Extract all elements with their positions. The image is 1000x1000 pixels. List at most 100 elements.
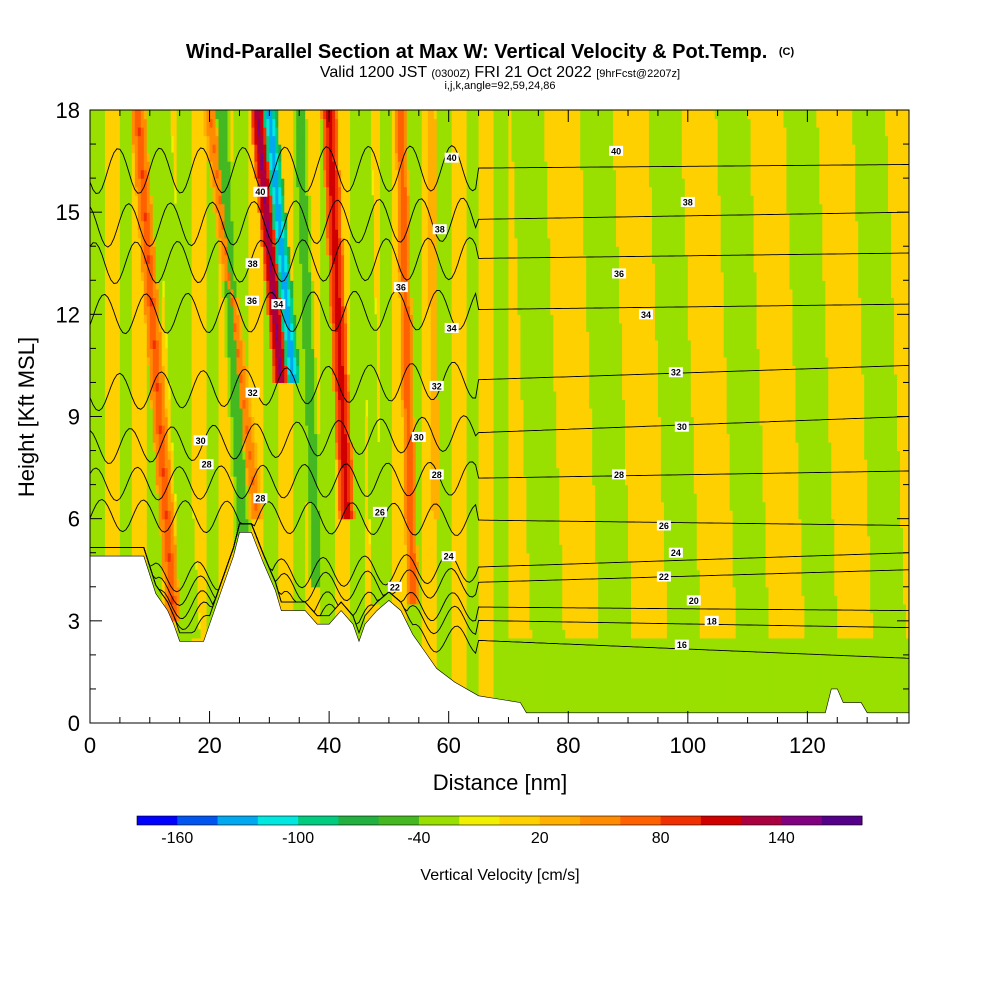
velocity-cell — [230, 433, 235, 443]
velocity-cell — [221, 535, 226, 545]
velocity-cell — [281, 425, 285, 435]
velocity-cell — [215, 356, 220, 367]
velocity-cell — [278, 314, 282, 324]
velocity-cell — [119, 110, 124, 120]
velocity-cell — [254, 365, 258, 375]
velocity-cell — [125, 305, 130, 315]
velocity-cell — [125, 382, 130, 392]
velocity-cell — [185, 527, 190, 537]
velocity-cell — [203, 246, 208, 256]
velocity-cell — [182, 620, 187, 630]
velocity-cell — [209, 501, 214, 511]
velocity-cell — [236, 467, 241, 477]
velocity-cell — [158, 212, 163, 222]
velocity-cell — [158, 552, 163, 562]
velocity-cell — [134, 356, 139, 367]
velocity-cell — [215, 263, 220, 273]
velocity-cell — [236, 331, 241, 341]
velocity-cell — [90, 476, 94, 486]
velocity-cell — [191, 552, 196, 562]
velocity-cell — [191, 561, 196, 571]
velocity-cell — [230, 390, 235, 401]
velocity-cell — [221, 246, 226, 256]
velocity-cell — [116, 161, 121, 171]
velocity-cell — [167, 254, 172, 264]
velocity-cell — [221, 561, 226, 571]
velocity-cell — [200, 527, 205, 537]
velocity-cell — [188, 152, 193, 162]
velocity-cell — [287, 348, 291, 358]
velocity-cell — [176, 271, 181, 281]
velocity-cell — [251, 450, 255, 460]
velocity-cell — [212, 578, 217, 588]
velocity-cell — [215, 407, 220, 418]
velocity-cell — [278, 544, 282, 554]
velocity-cell — [212, 110, 217, 120]
velocity-cell — [221, 178, 226, 188]
velocity-cell — [170, 510, 175, 520]
velocity-cell — [95, 152, 100, 162]
velocity-cell — [179, 629, 184, 639]
velocity-cell — [260, 127, 264, 137]
velocity-cell — [242, 501, 247, 511]
velocity-cell — [143, 373, 148, 384]
velocity-cell — [101, 305, 106, 315]
velocity-cell — [152, 271, 157, 281]
velocity-cell — [152, 484, 157, 494]
velocity-cell — [122, 169, 127, 179]
velocity-cell — [272, 178, 276, 188]
velocity-cell — [242, 254, 247, 264]
velocity-cell — [218, 297, 223, 307]
velocity-cell — [92, 237, 97, 247]
velocity-cell — [95, 544, 100, 554]
velocity-cell — [203, 152, 208, 162]
velocity-cell — [155, 110, 160, 120]
velocity-cell — [167, 229, 172, 239]
velocity-cell — [293, 246, 297, 256]
velocity-cell — [185, 501, 190, 511]
velocity-cell — [269, 390, 273, 401]
velocity-cell — [191, 331, 196, 341]
velocity-cell — [203, 561, 208, 571]
velocity-cell — [110, 442, 115, 452]
velocity-cell — [203, 535, 208, 545]
velocity-cell — [152, 220, 157, 230]
velocity-cell — [191, 110, 196, 120]
velocity-cell — [209, 118, 214, 128]
velocity-cell — [185, 331, 190, 341]
velocity-cell — [281, 161, 285, 171]
velocity-cell — [173, 467, 178, 477]
velocity-cell — [110, 365, 115, 375]
velocity-cell — [245, 229, 250, 239]
velocity-cell — [128, 518, 133, 528]
velocity-cell — [107, 476, 112, 486]
velocity-cell — [131, 254, 136, 264]
velocity-cell — [176, 484, 181, 494]
velocity-cell — [245, 484, 250, 494]
velocity-cell — [278, 220, 282, 230]
velocity-cell — [179, 467, 184, 477]
velocity-cell — [176, 161, 181, 171]
velocity-cell — [116, 527, 121, 537]
velocity-cell — [119, 356, 124, 367]
velocity-cell — [110, 476, 115, 486]
velocity-cell — [131, 425, 136, 435]
velocity-cell — [134, 280, 139, 290]
velocity-cell — [158, 450, 163, 460]
velocity-cell — [224, 450, 229, 460]
velocity-cell — [257, 288, 261, 298]
velocity-cell — [278, 212, 282, 222]
velocity-cell — [140, 118, 145, 128]
velocity-cell — [236, 237, 241, 247]
velocity-cell — [236, 118, 241, 128]
velocity-cell — [179, 161, 184, 171]
velocity-cell — [95, 297, 100, 307]
velocity-cell — [272, 339, 276, 349]
velocity-cell — [104, 450, 109, 460]
velocity-cell — [95, 144, 100, 154]
velocity-cell — [90, 135, 94, 145]
velocity-cell — [119, 433, 124, 443]
velocity-cell — [194, 467, 199, 477]
velocity-cell — [110, 263, 115, 273]
velocity-cell — [149, 339, 154, 349]
